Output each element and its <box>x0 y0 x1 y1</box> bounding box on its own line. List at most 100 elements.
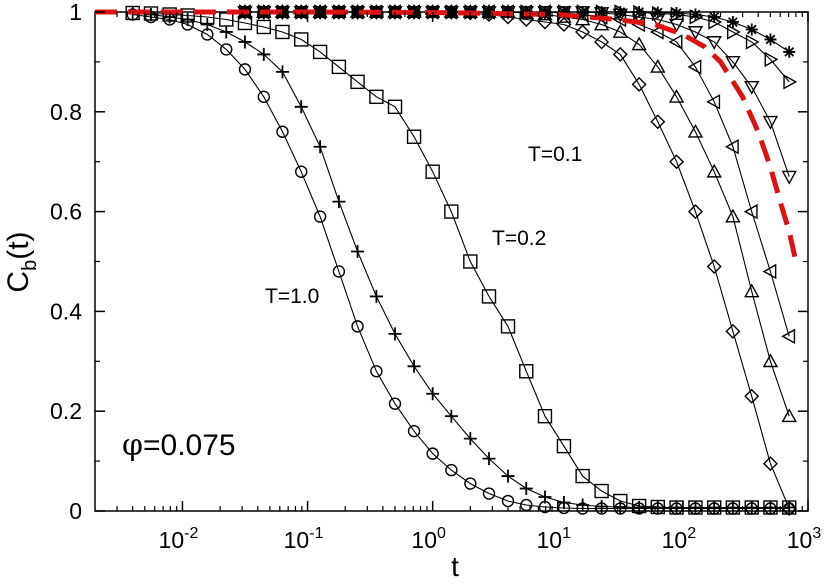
square-marker <box>481 289 497 304</box>
series-line <box>245 11 790 337</box>
circle-marker <box>520 498 533 512</box>
square-marker <box>575 468 590 484</box>
square-marker <box>331 59 347 75</box>
square-marker <box>688 500 703 515</box>
star-marker <box>276 6 289 18</box>
star-marker <box>445 6 458 18</box>
square-marker <box>406 129 422 144</box>
series-triangle-left <box>237 4 796 345</box>
plus-marker <box>463 432 477 446</box>
circle-marker <box>445 463 458 477</box>
square-marker <box>556 438 572 454</box>
series-square <box>125 5 797 515</box>
square-marker <box>444 204 459 219</box>
triangle-down-marker <box>706 36 722 50</box>
plus-marker <box>444 409 458 423</box>
x-axis-label: t <box>451 551 459 582</box>
circle-marker <box>426 447 439 460</box>
x-tick-label: 102 <box>662 525 697 553</box>
diamond-marker <box>631 76 647 92</box>
square-marker <box>180 8 195 23</box>
square-marker <box>725 500 741 515</box>
triangle-left-marker <box>706 94 721 110</box>
plus-marker <box>369 289 383 303</box>
square-marker <box>425 164 440 179</box>
circle-marker <box>220 43 233 56</box>
diamond-marker <box>744 388 760 404</box>
triangle-up-marker <box>762 353 779 368</box>
triangle-left-marker <box>762 263 777 280</box>
triangle-left-marker <box>649 24 664 40</box>
plus-marker <box>219 25 233 39</box>
triangle-left-marker <box>781 328 796 345</box>
triangle-down-marker <box>668 18 685 33</box>
y-tick-label: 0.2 <box>50 398 82 424</box>
triangle-up-marker <box>593 16 610 31</box>
star-marker <box>708 10 721 23</box>
square-marker <box>463 254 478 269</box>
star-marker <box>314 6 327 18</box>
triangle-left-marker <box>743 203 758 220</box>
plus-marker <box>576 498 590 512</box>
star-marker <box>783 45 796 58</box>
square-marker <box>369 89 384 105</box>
y-axis-label: Cb(t) <box>2 231 41 292</box>
annotation-t01: T=0.1 <box>528 143 582 166</box>
square-marker <box>275 24 290 40</box>
triangle-up-marker <box>574 11 591 26</box>
series-triangle-up <box>237 4 797 423</box>
triangle-up-marker <box>612 24 628 38</box>
circle-marker <box>238 63 252 76</box>
triangle-up-marker <box>668 88 685 103</box>
y-tick-label: 1 <box>69 0 82 25</box>
diamond-marker <box>612 46 628 62</box>
annotation-t10: T=1.0 <box>265 285 319 308</box>
plus-marker <box>519 482 533 496</box>
star-marker <box>745 23 758 36</box>
x-tick-label: 101 <box>537 525 572 553</box>
triangle-down-marker <box>762 115 779 130</box>
plus-marker <box>313 140 327 154</box>
x-tick-label: 100 <box>411 525 446 553</box>
diamond-marker <box>594 34 610 50</box>
triangle-left-marker <box>687 59 702 75</box>
plus-marker <box>294 100 308 114</box>
y-tick-label: 0 <box>69 498 82 524</box>
square-marker <box>219 12 234 27</box>
plus-marker <box>501 469 515 483</box>
series-line <box>245 11 790 509</box>
triangle-up-marker <box>706 163 722 178</box>
diamond-marker <box>650 114 666 130</box>
plus-marker <box>351 245 365 259</box>
triangle-up-marker <box>744 283 760 298</box>
series-triangle-down <box>237 6 797 185</box>
star-marker <box>408 6 421 18</box>
plus-marker <box>257 47 271 61</box>
circle-marker <box>351 320 364 333</box>
triangle-right-marker <box>783 74 798 90</box>
star-marker <box>576 6 589 18</box>
y-tick-label: 0.4 <box>50 298 82 324</box>
plus-marker <box>200 17 214 31</box>
circle-marker <box>370 365 383 378</box>
circle-marker <box>407 424 421 438</box>
dashed-reference-curve <box>95 9 799 263</box>
series-line <box>132 12 790 509</box>
axes-group: 10-2 10-1 100 101 102 103 0 0.2 0.4 0.6 0.8 1 <box>50 0 821 553</box>
square-marker <box>312 44 328 60</box>
series-group <box>95 4 799 516</box>
star-marker <box>351 6 364 18</box>
diamond-marker <box>687 204 703 220</box>
triangle-right-marker <box>764 51 779 68</box>
square-marker <box>613 493 628 509</box>
diamond-marker <box>725 323 741 339</box>
diamond-marker <box>781 501 797 516</box>
square-marker <box>537 408 553 424</box>
plus-marker <box>238 35 252 49</box>
circle-marker <box>295 165 308 178</box>
plus-marker <box>557 496 571 510</box>
triangle-up-marker <box>687 123 704 138</box>
star-marker <box>764 33 777 46</box>
series-line <box>245 11 790 417</box>
